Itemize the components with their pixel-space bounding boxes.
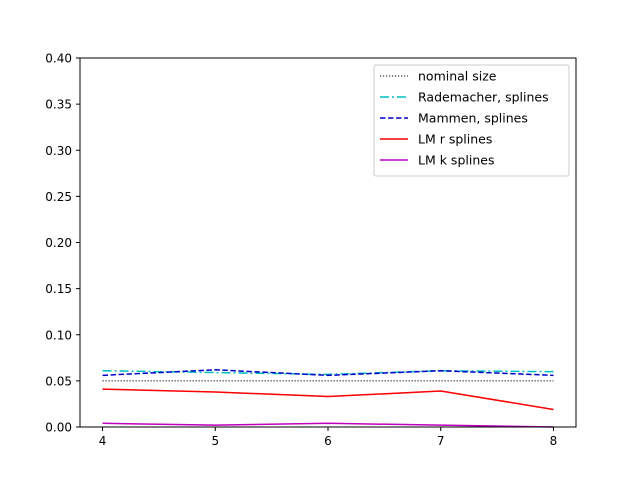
x-tick-label: 6 <box>324 434 332 448</box>
series-layer <box>102 369 554 428</box>
legend: nominal size Rademacher, splines Mammen, s… <box>373 64 570 177</box>
legend-box <box>373 64 570 177</box>
legend-label-3: LM r splines <box>418 132 492 147</box>
y-tick-label: 0.30 <box>45 144 72 158</box>
y-tick-label: 0.15 <box>45 282 72 296</box>
x-tick-label: 5 <box>211 434 219 448</box>
y-axis: 0.00 0.05 0.10 0.15 0.20 0.25 0.30 0.35 0.40 <box>45 52 80 435</box>
y-tick-label: 0.35 <box>45 98 72 112</box>
y-tick-label: 0.20 <box>45 236 72 250</box>
y-tick-label: 0.40 <box>45 52 72 66</box>
x-tick-label: 4 <box>99 434 107 448</box>
x-tick-label: 7 <box>437 434 445 448</box>
y-tick-label: 0.05 <box>45 374 72 388</box>
legend-label-2: Mammen, splines <box>418 111 528 126</box>
series-line-4 <box>102 422 554 428</box>
y-tick-label: 0.00 <box>45 421 72 435</box>
x-axis: 4 5 6 7 8 <box>99 427 558 448</box>
legend-label-1: Rademacher, splines <box>418 90 549 105</box>
y-tick-label: 0.10 <box>45 328 72 342</box>
series-line-2 <box>102 369 554 377</box>
x-tick-label: 8 <box>550 434 558 448</box>
legend-label-4: LM k splines <box>418 153 494 168</box>
series-line-3 <box>102 388 554 411</box>
y-tick-label: 0.25 <box>45 190 72 204</box>
legend-label-0: nominal size <box>418 69 497 84</box>
